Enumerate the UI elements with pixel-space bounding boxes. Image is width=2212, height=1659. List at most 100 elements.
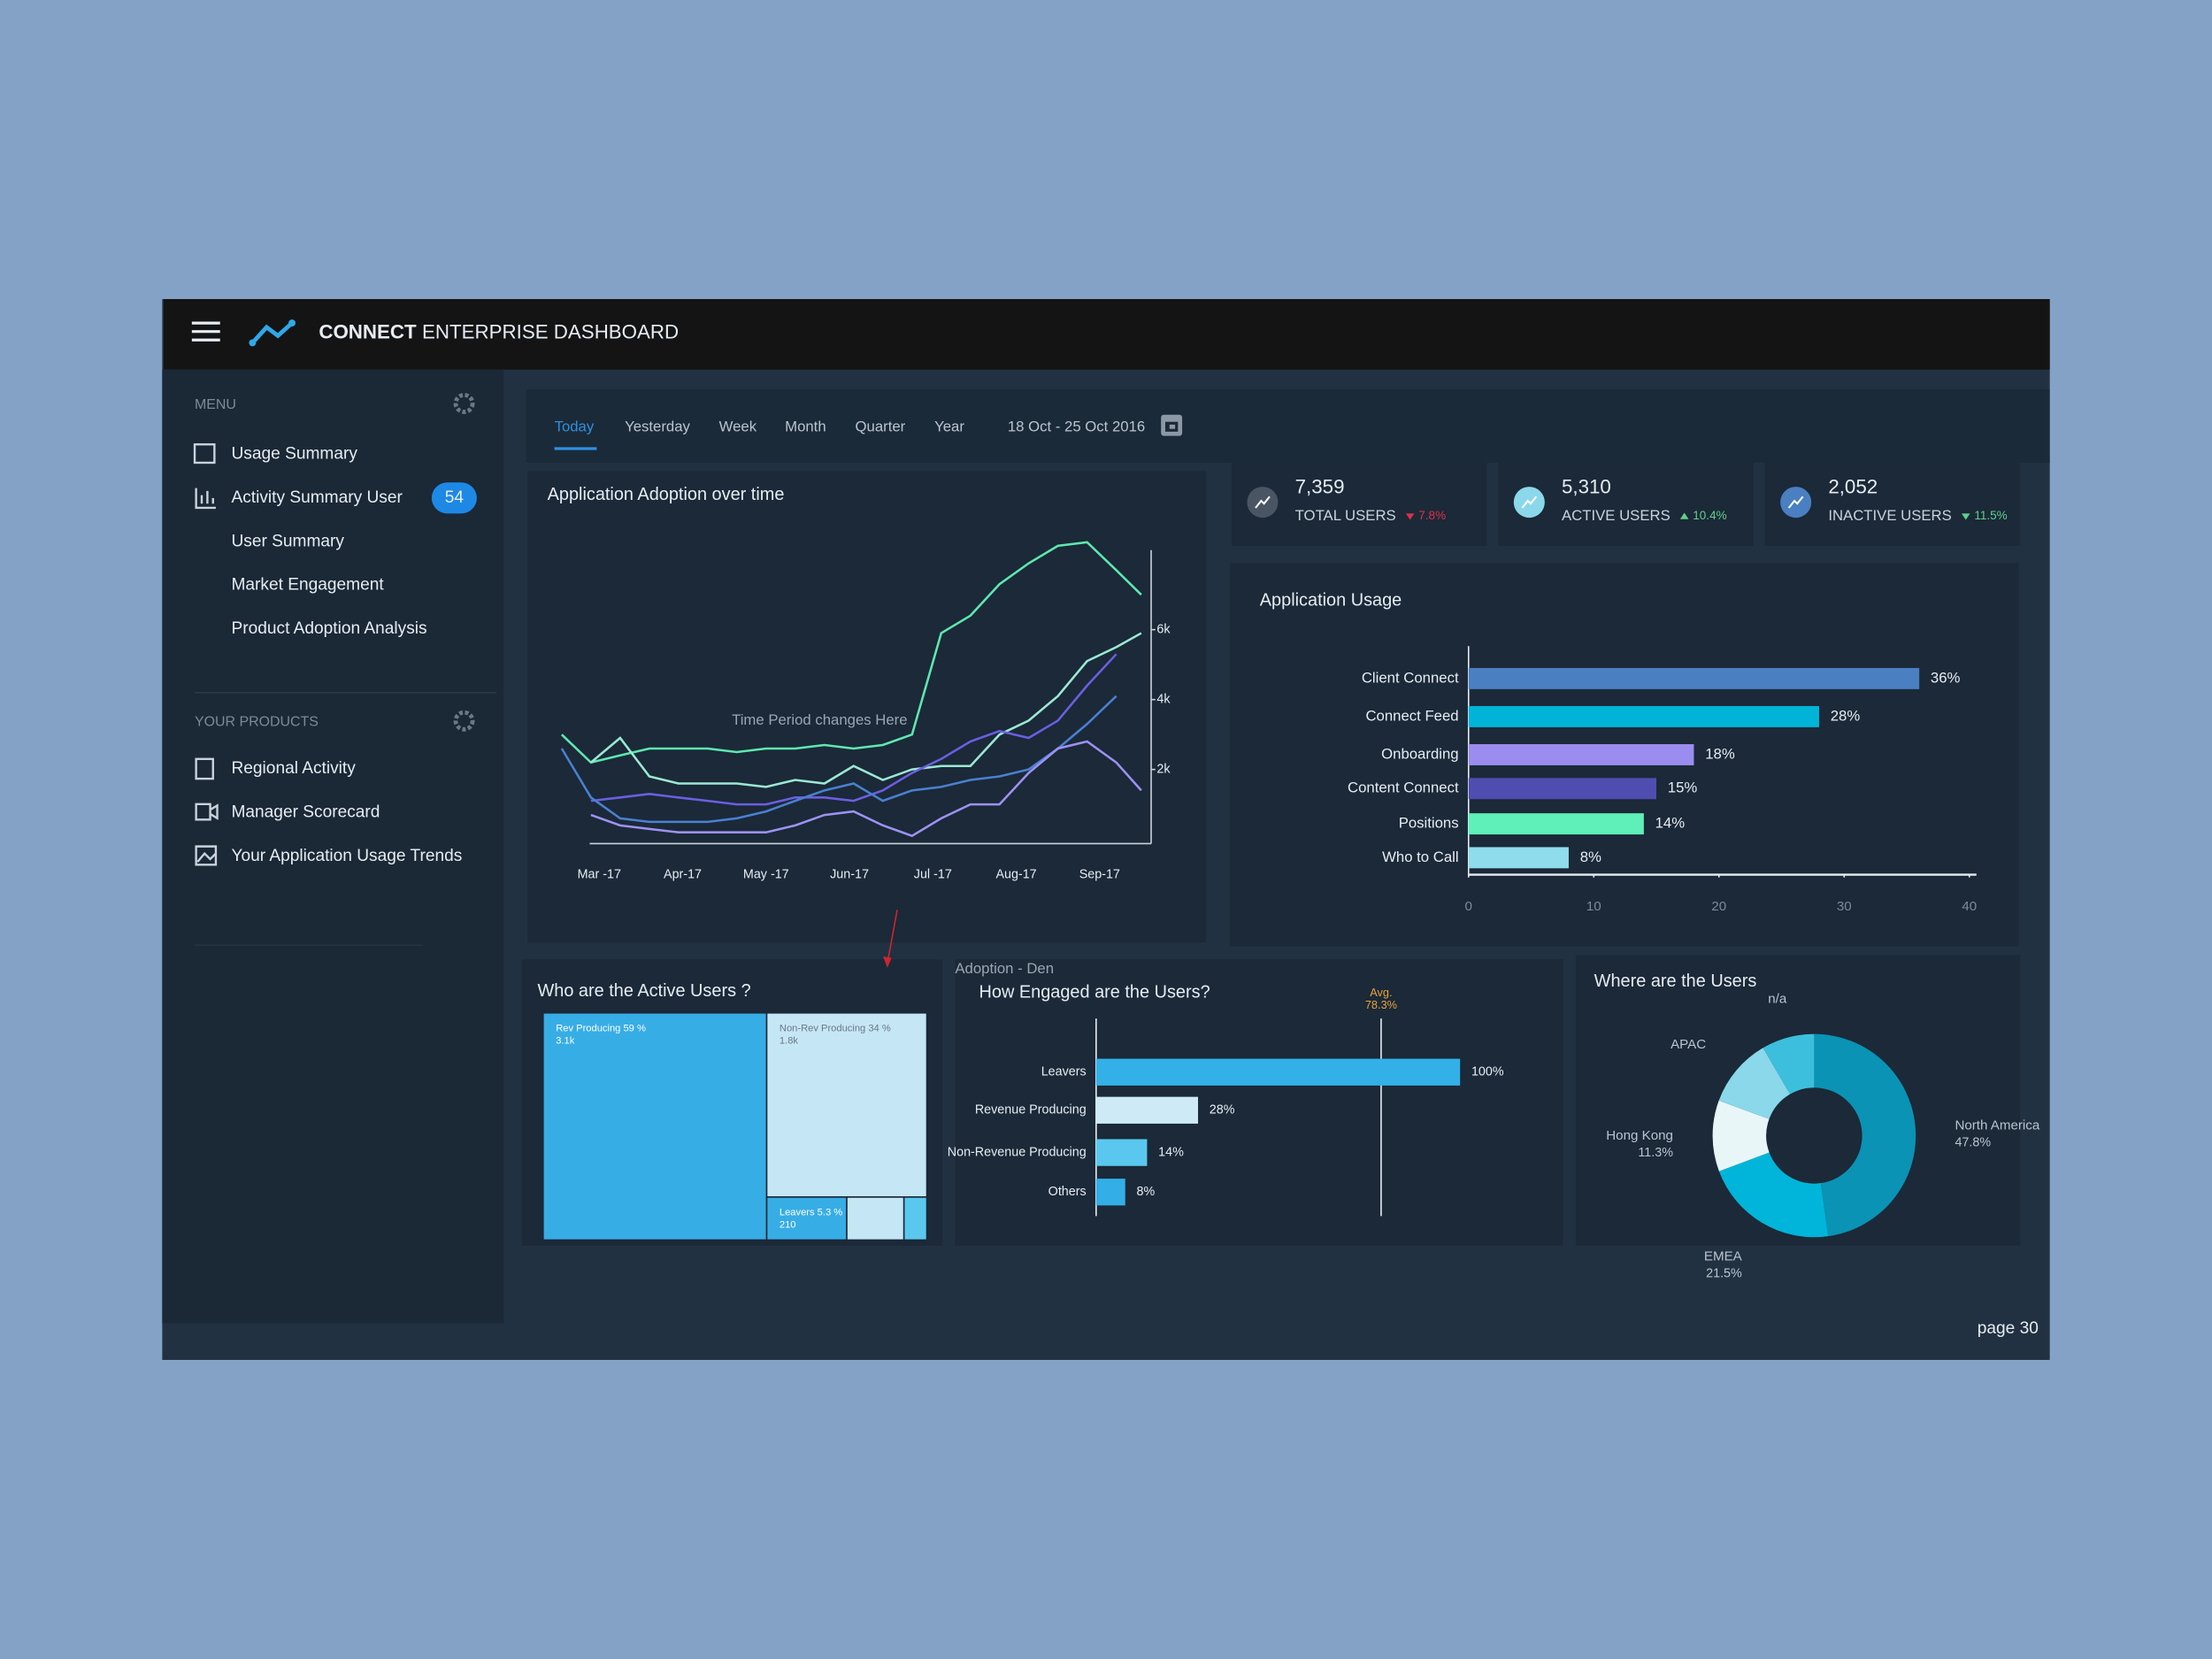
- bar: [1095, 1179, 1125, 1206]
- icon: [195, 803, 219, 821]
- menu-item[interactable]: Market Engagement: [231, 576, 384, 595]
- y-tick-label: 2k: [1156, 762, 1171, 776]
- calendar-button[interactable]: [1161, 414, 1183, 436]
- badge-count: 54: [445, 488, 465, 507]
- menu-label: MENU: [195, 397, 236, 412]
- donut-slice: [1712, 1100, 1770, 1171]
- category-label: Connect Feed: [1365, 707, 1458, 724]
- bar: [1095, 1058, 1461, 1086]
- tab[interactable]: Week: [719, 419, 757, 435]
- tab[interactable]: Year: [934, 419, 964, 435]
- chart-title: Application Usage: [1260, 590, 1402, 610]
- donut-value: 47.8%: [1955, 1135, 1991, 1149]
- kpi-label: ACTIVE USERS: [1562, 507, 1671, 524]
- tab[interactable]: Quarter: [856, 419, 906, 435]
- chart-title: Who are the Active Users ?: [537, 981, 750, 1001]
- x-tick-label: Jun-17: [830, 867, 869, 881]
- kpi-label: INACTIVE USERS: [1828, 507, 1951, 524]
- tab[interactable]: Yesterday: [625, 419, 690, 435]
- x-tick-label: Apr-17: [664, 867, 702, 881]
- page-number: page 30: [1978, 1319, 2039, 1338]
- products: Regional Activity Manager Scorecard Your…: [195, 757, 462, 866]
- donut-slice: [1814, 1033, 1916, 1237]
- donut-category: Hong Kong: [1606, 1128, 1673, 1143]
- x-tick-label: 20: [1711, 899, 1726, 914]
- annotation-arrow: [887, 910, 898, 964]
- treemap-value: 1.8k: [780, 1036, 799, 1047]
- kpi-label: TOTAL USERS: [1295, 507, 1396, 524]
- kpi-value: 7,359: [1295, 476, 1345, 498]
- header: [163, 299, 2050, 370]
- icon: [195, 488, 216, 510]
- x-tick-label: 10: [1586, 899, 1601, 914]
- x-tick-label: 30: [1837, 899, 1852, 914]
- menu-item[interactable]: User Summary: [231, 532, 344, 550]
- kpi-icon-glyph: [1255, 495, 1271, 509]
- donut-value: 21.5%: [1706, 1266, 1742, 1280]
- treemap-cell: [902, 1196, 928, 1241]
- title-rest: ENTERPRISE DASHBOARD: [422, 320, 679, 342]
- settings[interactable]: [453, 393, 475, 414]
- treemap-cell: [765, 1196, 848, 1241]
- sidebar: [162, 369, 504, 1324]
- category-label: Who to Call: [1382, 849, 1459, 865]
- product-item[interactable]: Your Application Usage Trends: [231, 847, 462, 865]
- donut-slice: [1763, 1033, 1815, 1094]
- product-item[interactable]: Manager Scorecard: [231, 803, 380, 821]
- value-label: 14%: [1158, 1145, 1184, 1159]
- value-label: 8%: [1137, 1185, 1156, 1199]
- donut-category: n/a: [1768, 992, 1787, 1007]
- menu-item[interactable]: Usage Summary: [231, 444, 357, 463]
- tab-bar: [526, 389, 2050, 463]
- tab[interactable]: Month: [785, 419, 826, 435]
- x-tick-label: Mar -17: [578, 867, 621, 881]
- bar: [1468, 813, 1644, 835]
- value-label: 18%: [1705, 745, 1735, 762]
- treemap-cell: [765, 1011, 928, 1198]
- settings[interactable]: [453, 710, 475, 732]
- category-label: Revenue Producing: [975, 1103, 1087, 1118]
- value-label: 14%: [1655, 815, 1686, 832]
- x-tick-label: May -17: [743, 867, 789, 881]
- kpi-arrow: [1405, 513, 1415, 520]
- x-tick-label: Aug-17: [995, 867, 1036, 881]
- chart-title: How Engaged are the Users?: [979, 983, 1210, 1002]
- line-series: [561, 541, 1142, 764]
- line-series: [590, 632, 1142, 788]
- title-bold: CONNECT: [319, 320, 417, 342]
- tab[interactable]: Today: [555, 419, 595, 435]
- donut-slice: [1718, 1048, 1791, 1119]
- chart-title: Where are the Users: [1594, 972, 1757, 991]
- logo: [249, 319, 296, 347]
- treemap-value: 210: [780, 1220, 796, 1231]
- line-series: [590, 653, 1118, 806]
- bar: [1468, 667, 1920, 689]
- products-label: YOUR PRODUCTS: [195, 715, 319, 730]
- bar: [1468, 778, 1657, 800]
- donut-value: 11.3%: [1638, 1146, 1673, 1160]
- icon: [193, 443, 216, 465]
- bar: [1095, 1139, 1148, 1166]
- date-range[interactable]: 18 Oct - 25 Oct 2016: [1008, 419, 1145, 435]
- annotation: Time Period changes Here: [732, 711, 907, 728]
- bar: [1095, 1096, 1199, 1124]
- kpi-arrow: [1961, 513, 1970, 520]
- panel: [955, 959, 1563, 1246]
- treemap-cell: [542, 1011, 768, 1241]
- x-tick-label: Sep-17: [1079, 867, 1120, 881]
- menu-item[interactable]: Activity Summary User: [231, 488, 403, 507]
- tabs: Today Yesterday Week Month Quarter Year …: [555, 419, 1145, 450]
- kpi-value: 2,052: [1828, 476, 1878, 498]
- menu-button[interactable]: [191, 321, 220, 342]
- bar: [1468, 744, 1694, 765]
- menu-item[interactable]: Product Adoption Analysis: [231, 619, 426, 638]
- category-label: Others: [1048, 1185, 1087, 1199]
- value-label: 36%: [1931, 669, 1961, 686]
- donut-category: North America: [1955, 1118, 2039, 1133]
- x-tick-label: 0: [1465, 899, 1472, 914]
- treemap-label: Leavers 5.3 %: [780, 1207, 842, 1217]
- value-label: 28%: [1831, 707, 1861, 724]
- product-item[interactable]: Regional Activity: [231, 759, 356, 778]
